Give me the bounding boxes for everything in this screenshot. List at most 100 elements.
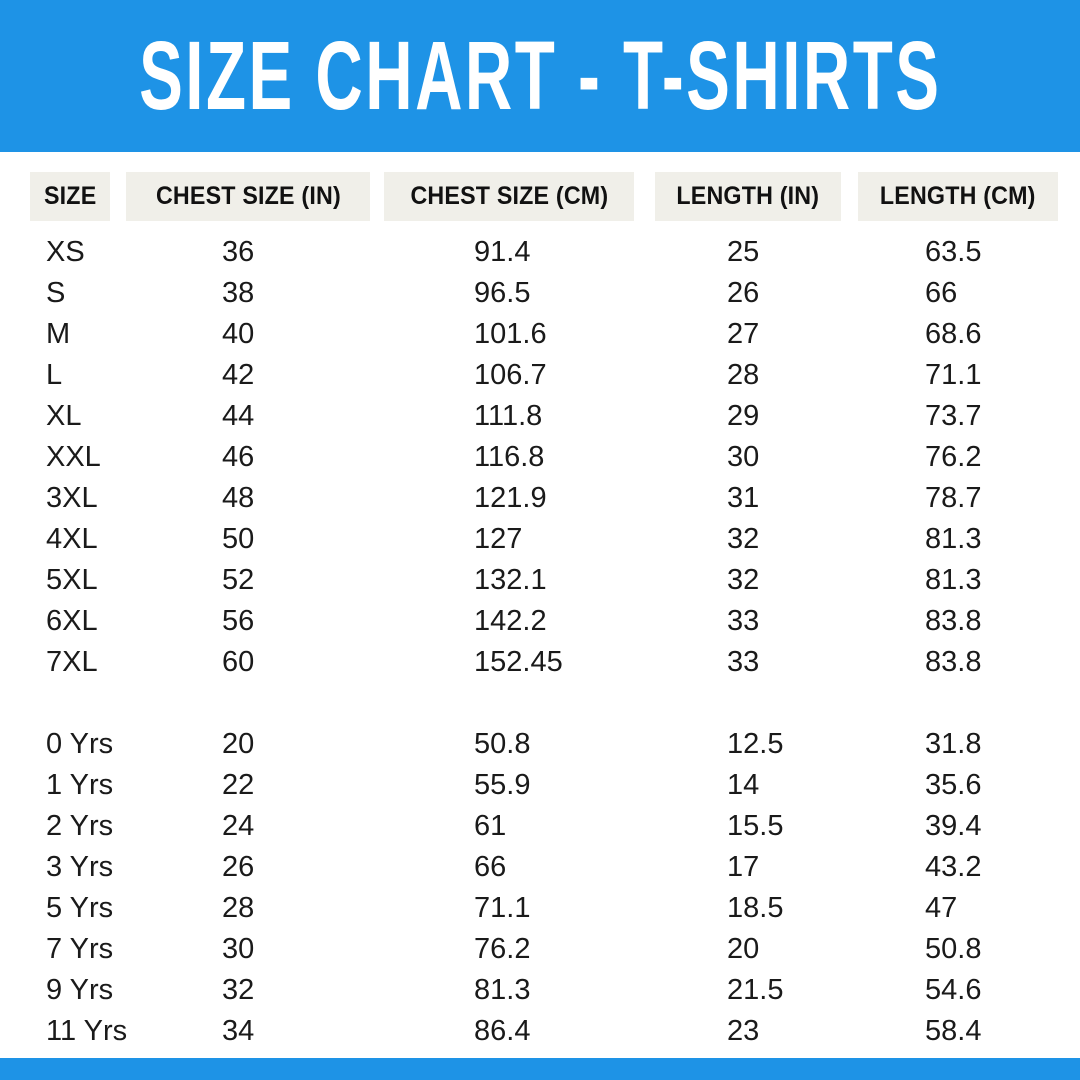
cell-size: 7 Yrs bbox=[46, 933, 114, 965]
cell-size: L bbox=[46, 359, 63, 391]
cell-size: XL bbox=[46, 400, 82, 432]
cell-chest-cm: 127 bbox=[474, 523, 523, 555]
cell-length-in: 32 bbox=[727, 523, 760, 555]
table-column-headers: SIZE CHEST SIZE (IN) CHEST SIZE (CM) LEN… bbox=[0, 172, 1080, 221]
cell-size: S bbox=[46, 277, 66, 309]
cell-chest-cm: 66 bbox=[474, 851, 507, 883]
table-row: XS 36 91.4 25 63.5 bbox=[0, 232, 1080, 273]
column-header-length-cm: LENGTH (CM) bbox=[858, 172, 1058, 221]
cell-length-in: 20 bbox=[727, 933, 760, 965]
cell-length-in: 25 bbox=[727, 236, 760, 268]
column-header-size: SIZE bbox=[30, 172, 110, 221]
table-row: L 42 106.7 28 71.1 bbox=[0, 355, 1080, 396]
cell-length-in: 21.5 bbox=[727, 974, 784, 1006]
cell-chest-in: 32 bbox=[222, 974, 255, 1006]
table-row: M 40 101.6 27 68.6 bbox=[0, 314, 1080, 355]
table-row: 3 Yrs 26 66 17 43.2 bbox=[0, 847, 1080, 888]
cell-chest-cm: 71.1 bbox=[474, 892, 531, 924]
column-header-chest-cm: CHEST SIZE (CM) bbox=[384, 172, 634, 221]
cell-length-in: 30 bbox=[727, 441, 760, 473]
cell-size: XS bbox=[46, 236, 85, 268]
cell-length-in: 29 bbox=[727, 400, 760, 432]
cell-chest-cm: 106.7 bbox=[474, 359, 547, 391]
cell-chest-cm: 101.6 bbox=[474, 318, 547, 350]
cell-chest-in: 46 bbox=[222, 441, 255, 473]
cell-chest-in: 28 bbox=[222, 892, 255, 924]
cell-chest-in: 60 bbox=[222, 646, 255, 678]
cell-chest-in: 50 bbox=[222, 523, 255, 555]
cell-length-cm: 50.8 bbox=[925, 933, 982, 965]
table-row: 6XL 56 142.2 33 83.8 bbox=[0, 601, 1080, 642]
table-row: 5XL 52 132.1 32 81.3 bbox=[0, 560, 1080, 601]
cell-chest-in: 56 bbox=[222, 605, 255, 637]
table-row: 11 Yrs 34 86.4 23 58.4 bbox=[0, 1011, 1080, 1052]
cell-size: 0 Yrs bbox=[46, 728, 114, 760]
cell-chest-in: 40 bbox=[222, 318, 255, 350]
cell-length-cm: 83.8 bbox=[925, 605, 982, 637]
section-spacer bbox=[0, 683, 1080, 724]
table-row: S 38 96.5 26 66 bbox=[0, 273, 1080, 314]
cell-chest-cm: 111.8 bbox=[474, 400, 543, 432]
cell-size: 5XL bbox=[46, 564, 98, 596]
cell-chest-in: 34 bbox=[222, 1015, 255, 1047]
cell-length-cm: 81.3 bbox=[925, 523, 982, 555]
cell-chest-cm: 50.8 bbox=[474, 728, 531, 760]
cell-size: 9 Yrs bbox=[46, 974, 114, 1006]
cell-size: M bbox=[46, 318, 71, 350]
cell-chest-cm: 86.4 bbox=[474, 1015, 531, 1047]
cell-chest-cm: 142.2 bbox=[474, 605, 547, 637]
table-row: XXL 46 116.8 30 76.2 bbox=[0, 437, 1080, 478]
footer-bar bbox=[0, 1058, 1080, 1080]
table-row: 7 Yrs 30 76.2 20 50.8 bbox=[0, 929, 1080, 970]
table-row: 0 Yrs 20 50.8 12.5 31.8 bbox=[0, 724, 1080, 765]
cell-length-cm: 31.8 bbox=[925, 728, 982, 760]
cell-chest-in: 38 bbox=[222, 277, 255, 309]
cell-length-cm: 71.1 bbox=[925, 359, 982, 391]
cell-length-in: 12.5 bbox=[727, 728, 784, 760]
table-row: 2 Yrs 24 61 15.5 39.4 bbox=[0, 806, 1080, 847]
cell-length-cm: 81.3 bbox=[925, 564, 982, 596]
table-row: 3XL 48 121.9 31 78.7 bbox=[0, 478, 1080, 519]
cell-length-in: 32 bbox=[727, 564, 760, 596]
cell-length-cm: 66 bbox=[925, 277, 958, 309]
cell-chest-cm: 76.2 bbox=[474, 933, 531, 965]
page-title: SIZE CHART - T-SHIRTS bbox=[138, 21, 942, 130]
table-row: 7XL 60 152.45 33 83.8 bbox=[0, 642, 1080, 683]
cell-length-cm: 78.7 bbox=[925, 482, 982, 514]
cell-chest-cm: 116.8 bbox=[474, 441, 545, 473]
cell-chest-cm: 132.1 bbox=[474, 564, 547, 596]
cell-length-cm: 43.2 bbox=[925, 851, 982, 883]
cell-chest-in: 42 bbox=[222, 359, 255, 391]
size-chart-table-body: XS 36 91.4 25 63.5 S 38 96.5 26 66 M 40 101.6 27 68.6 L… bbox=[0, 232, 1080, 1052]
column-header-chest-in-label: CHEST SIZE (IN) bbox=[155, 182, 341, 210]
column-header-size-label: SIZE bbox=[43, 182, 97, 210]
cell-chest-cm: 121.9 bbox=[474, 482, 547, 514]
table-row: 9 Yrs 32 81.3 21.5 54.6 bbox=[0, 970, 1080, 1011]
cell-length-cm: 73.7 bbox=[925, 400, 982, 432]
table-row: 1 Yrs 22 55.9 14 35.6 bbox=[0, 765, 1080, 806]
table-row: XL 44 111.8 29 73.7 bbox=[0, 396, 1080, 437]
cell-chest-cm: 81.3 bbox=[474, 974, 531, 1006]
cell-chest-in: 30 bbox=[222, 933, 255, 965]
cell-length-in: 18.5 bbox=[727, 892, 784, 924]
cell-length-in: 23 bbox=[727, 1015, 760, 1047]
cell-length-in: 33 bbox=[727, 605, 760, 637]
cell-length-cm: 39.4 bbox=[925, 810, 982, 842]
cell-chest-cm: 91.4 bbox=[474, 236, 531, 268]
cell-length-cm: 47 bbox=[925, 892, 958, 924]
cell-length-cm: 58.4 bbox=[925, 1015, 982, 1047]
cell-size: 6XL bbox=[46, 605, 98, 637]
cell-size: 7XL bbox=[46, 646, 98, 678]
cell-chest-cm: 96.5 bbox=[474, 277, 531, 309]
cell-length-cm: 83.8 bbox=[925, 646, 982, 678]
cell-size: 3XL bbox=[46, 482, 98, 514]
cell-size: 11 Yrs bbox=[46, 1015, 128, 1047]
cell-length-in: 33 bbox=[727, 646, 760, 678]
cell-size: 3 Yrs bbox=[46, 851, 114, 883]
cell-length-cm: 76.2 bbox=[925, 441, 982, 473]
cell-chest-in: 52 bbox=[222, 564, 255, 596]
cell-length-cm: 68.6 bbox=[925, 318, 982, 350]
cell-length-cm: 54.6 bbox=[925, 974, 982, 1006]
cell-length-in: 14 bbox=[727, 769, 760, 801]
cell-length-cm: 63.5 bbox=[925, 236, 982, 268]
